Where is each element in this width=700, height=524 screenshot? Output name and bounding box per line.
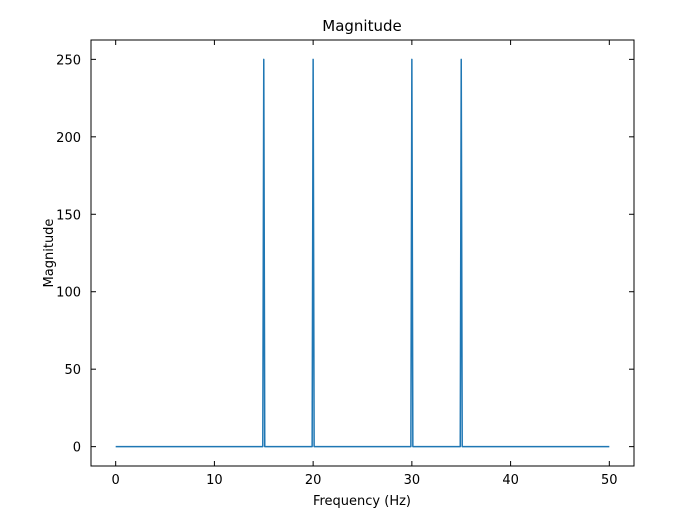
y-tick-label: 200 — [56, 131, 81, 146]
y-tick-label: 100 — [56, 286, 81, 301]
x-tick-label: 40 — [502, 473, 519, 488]
plot-area — [90, 39, 635, 467]
series-layer — [115, 58, 610, 448]
x-tick-label: 50 — [601, 473, 618, 488]
axes-frame — [90, 39, 635, 467]
chart-title: Magnitude — [322, 17, 401, 35]
x-tick-label: 20 — [305, 473, 322, 488]
y-axis: 0 50 100 150 200 250 — [56, 53, 634, 456]
x-tick-label: 0 — [112, 473, 120, 488]
x-axis-label: Frequency (Hz) — [313, 494, 411, 509]
y-tick-label: 0 — [73, 441, 81, 456]
y-tick-label: 50 — [64, 363, 81, 378]
y-axis-label: Magnitude — [42, 219, 57, 288]
x-tick-label: 10 — [206, 473, 223, 488]
x-axis: 0 10 20 30 40 50 — [112, 40, 618, 488]
magnitude-series-line — [115, 58, 610, 448]
y-tick-label: 250 — [56, 53, 81, 68]
x-tick-label: 30 — [404, 473, 421, 488]
y-tick-label: 150 — [56, 208, 81, 223]
